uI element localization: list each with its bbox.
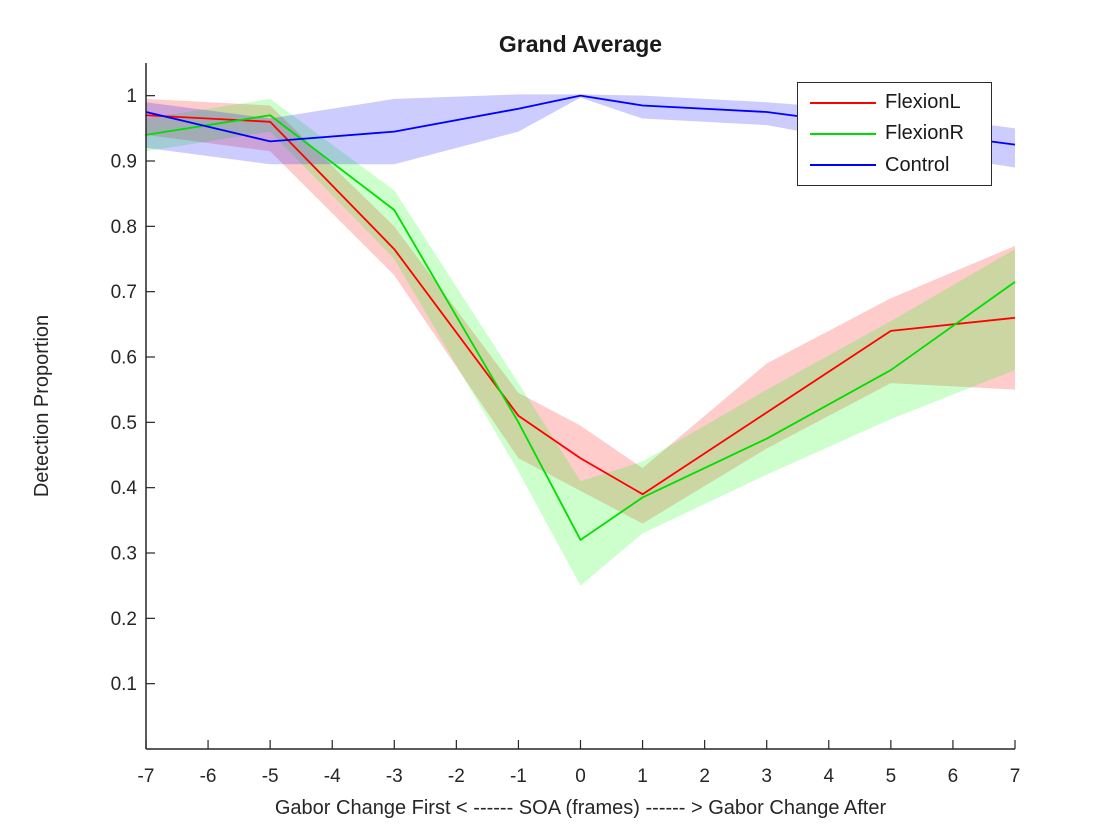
y-tick-label: 0.6 [111, 348, 137, 369]
x-tick-label: -2 [448, 766, 465, 787]
chart-title: Grand Average [498, 31, 663, 57]
legend-label-flexionl: FlexionL [885, 91, 961, 114]
y-tick-label: 0.4 [111, 478, 138, 499]
x-tick-label: 6 [948, 766, 959, 787]
series-line-flexionl [145, 114, 1016, 496]
y-tick-label: 0.9 [111, 152, 137, 173]
x-tick-label: 7 [1010, 766, 1021, 787]
legend-label-flexionr: FlexionR [885, 122, 964, 145]
x-tick-label: -7 [138, 766, 155, 787]
y-tick-label: 0.8 [111, 217, 137, 238]
y-tick-label: 0.7 [111, 282, 137, 303]
x-tick-label: 3 [761, 766, 772, 787]
x-tick-label: -1 [510, 766, 527, 787]
x-axis-label: Gabor Change First < ------ SOA (frames)… [274, 797, 887, 819]
y-tick-label: 0.1 [111, 674, 137, 695]
y-axis-label: Detection Proportion [31, 314, 53, 498]
y-tick-label: 0.5 [111, 413, 137, 434]
legend-line-swatch-control [810, 164, 876, 167]
x-tick-label: -3 [386, 766, 403, 787]
legend-entry-control: Control [798, 150, 991, 180]
y-tick-label: 0.3 [111, 544, 137, 565]
series-line-flexionr [145, 114, 1016, 541]
x-tick-label: 2 [699, 766, 710, 787]
x-tick-label: -6 [200, 766, 217, 787]
y-tick-label: 1 [126, 86, 137, 107]
x-tick-label: 0 [575, 766, 586, 787]
band-flexionl [146, 98, 1015, 524]
legend-line-swatch-flexionr [810, 132, 876, 135]
legend-label-control: Control [885, 153, 950, 176]
legend-entry-flexionl: FlexionL [798, 88, 991, 118]
legend-entry-flexionr: FlexionR [798, 119, 991, 149]
legend: FlexionL FlexionR Control [797, 82, 992, 186]
y-tick-label: 0.2 [111, 609, 137, 630]
x-tick-label: -4 [324, 766, 341, 787]
x-tick-label: 5 [886, 766, 897, 787]
x-tick-label: 4 [823, 766, 834, 787]
legend-line-swatch-flexionl [810, 101, 876, 104]
band-flexionr [146, 98, 1015, 586]
x-tick-label: -5 [262, 766, 279, 787]
x-tick-label: 1 [637, 766, 648, 787]
